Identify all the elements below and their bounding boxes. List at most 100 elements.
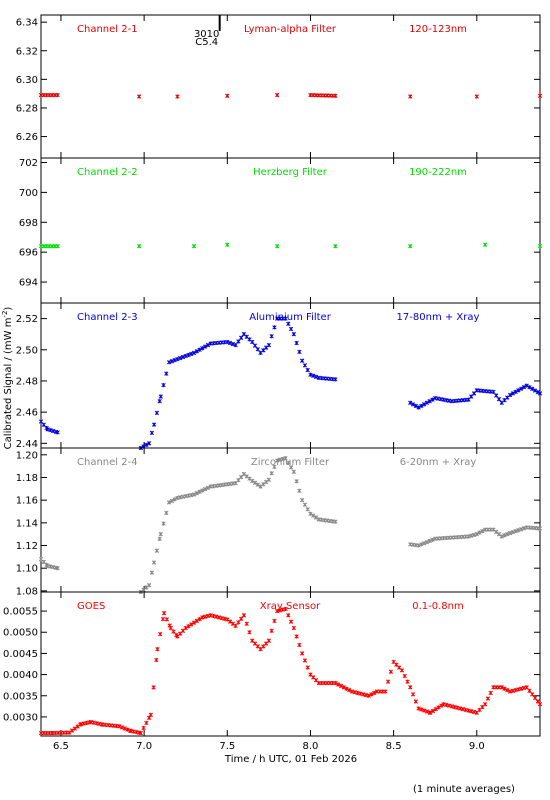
data-point	[266, 477, 272, 482]
data-point	[291, 332, 296, 337]
data-point	[416, 405, 421, 410]
data-point	[227, 340, 233, 346]
y-tick-label: 1.18	[16, 473, 38, 484]
data-point	[336, 682, 341, 687]
y-tick-label: 1.12	[16, 541, 38, 552]
data-point	[183, 353, 188, 359]
data-point	[410, 692, 416, 697]
data-point	[200, 346, 205, 351]
data-point	[474, 94, 479, 99]
data-point	[452, 704, 457, 710]
data-point	[416, 706, 421, 711]
data-point	[537, 702, 543, 707]
data-point	[272, 325, 277, 330]
data-point	[191, 492, 197, 497]
data-point	[219, 615, 224, 621]
data-point	[385, 679, 391, 684]
data-point	[41, 422, 46, 427]
panel-filter-label: Herzberg Filter	[253, 167, 328, 178]
data-point	[408, 94, 413, 99]
data-point	[299, 358, 305, 363]
y-tick-label: 1.20	[16, 450, 38, 461]
y-tick-label: 2.46	[16, 408, 38, 419]
data-point	[313, 515, 319, 520]
data-point	[419, 403, 424, 409]
data-point	[496, 397, 502, 402]
data-point	[38, 419, 44, 424]
data-point	[510, 529, 515, 535]
data-point	[302, 658, 308, 663]
y-tick-label: 0.0035	[3, 691, 38, 702]
data-point	[291, 469, 296, 474]
data-point	[172, 497, 177, 502]
data-point	[424, 400, 430, 405]
data-point	[164, 510, 169, 516]
data-point	[535, 389, 540, 395]
data-point	[244, 621, 249, 626]
data-point	[202, 614, 208, 619]
data-point	[269, 334, 274, 339]
data-point	[236, 339, 241, 344]
x-tick-label: 8.5	[386, 741, 402, 752]
y-tick-label: 1.16	[16, 496, 38, 507]
data-point	[161, 521, 166, 526]
data-point	[299, 498, 305, 503]
data-point	[138, 730, 143, 736]
data-point	[513, 389, 518, 395]
data-point	[299, 651, 305, 656]
y-tick-label: 1.14	[16, 518, 38, 529]
data-point	[344, 686, 349, 691]
panel-frame	[40, 447, 541, 593]
data-point	[67, 730, 72, 735]
data-point	[149, 430, 155, 436]
data-point	[161, 382, 166, 388]
panel-3: 2.44 2.46 2.48 2.50 2.52 Channel 2-3 Aluminium…	[16, 302, 543, 451]
data-point	[205, 485, 211, 491]
event-marker-label-2: C5.4	[195, 37, 218, 48]
data-point	[160, 616, 166, 622]
data-point	[146, 441, 152, 446]
series-marks	[38, 606, 543, 736]
data-point	[148, 712, 153, 717]
data-point	[55, 244, 60, 249]
data-point	[466, 534, 471, 539]
data-point	[313, 374, 319, 379]
data-point	[466, 708, 471, 713]
data-point	[205, 342, 211, 348]
data-point	[516, 388, 521, 393]
panel-filter-label: Zirconium Filter	[251, 457, 330, 468]
series-marks	[38, 456, 543, 595]
data-point	[275, 244, 280, 249]
y-axis-label: Calibrated Signal / (mW m-2)	[1, 307, 14, 450]
data-point	[444, 702, 449, 708]
data-point	[194, 491, 199, 496]
panel-name-label: Channel 2-4	[77, 457, 138, 468]
data-point	[166, 500, 172, 505]
y-tick-label: 2.50	[16, 345, 38, 356]
data-point	[408, 685, 413, 690]
data-point	[530, 386, 535, 392]
data-point	[197, 347, 202, 352]
data-point	[122, 726, 127, 731]
y-axis-label-main: Calibrated Signal / (mW m	[3, 318, 14, 450]
data-point	[510, 391, 515, 396]
data-point	[149, 570, 155, 575]
data-point	[297, 642, 302, 648]
y-tick-label: 6.26	[16, 132, 38, 143]
panel-frame	[40, 591, 541, 737]
data-point	[288, 326, 294, 332]
data-point	[527, 688, 532, 693]
series-marks	[38, 242, 543, 249]
y-tick-label: 0.0040	[3, 670, 38, 681]
data-point	[230, 621, 236, 626]
y-tick-label: 0.0050	[3, 628, 38, 639]
y-tick-label: 700	[19, 188, 38, 199]
data-point	[164, 617, 170, 622]
data-point	[194, 618, 199, 624]
data-point	[505, 532, 510, 537]
data-point	[471, 532, 477, 538]
data-point	[202, 487, 208, 492]
data-point	[186, 624, 191, 629]
y-tick-label: 0.0055	[3, 607, 38, 618]
x-tick-label: 9.0	[469, 741, 485, 752]
